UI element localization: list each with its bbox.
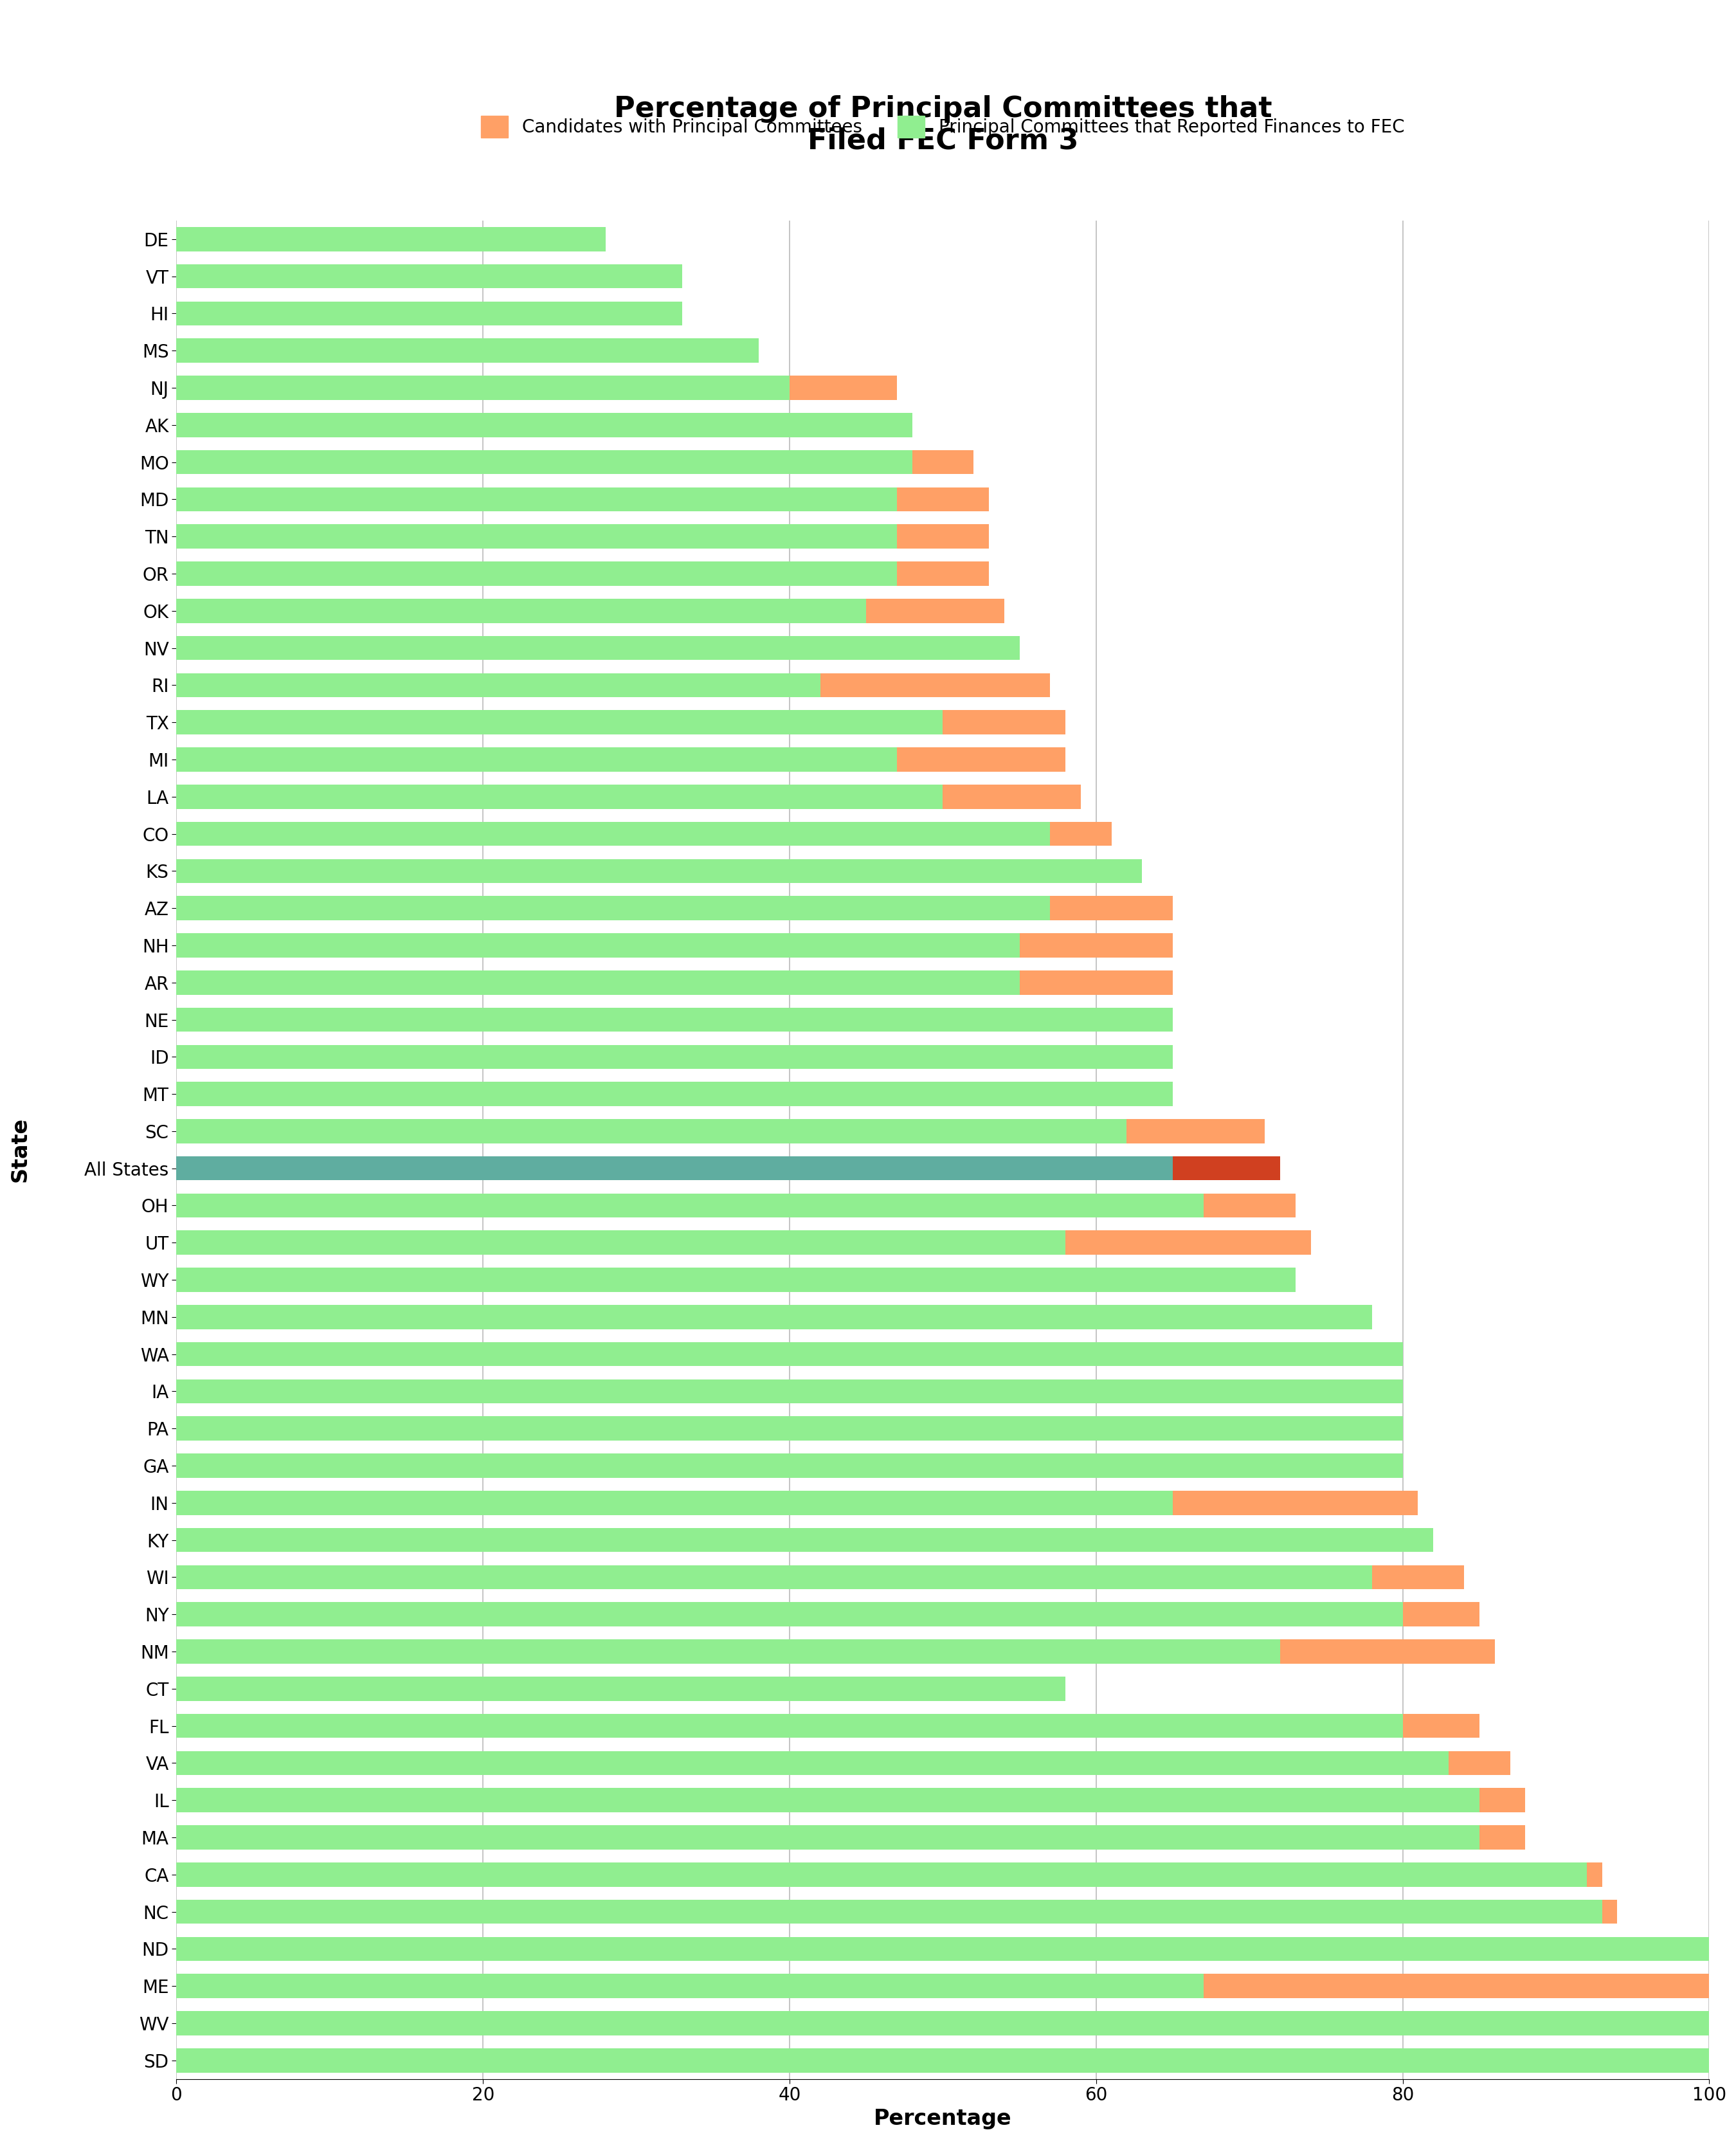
- Bar: [177, 413, 911, 436]
- Bar: [177, 2049, 1710, 2073]
- Bar: [177, 1082, 1174, 1106]
- Bar: [177, 1455, 1403, 1478]
- Bar: [177, 524, 898, 548]
- Bar: [1279, 1638, 1495, 1664]
- Bar: [1066, 1230, 1311, 1256]
- Bar: [911, 449, 974, 475]
- Bar: [1050, 821, 1111, 845]
- Bar: [177, 1416, 1403, 1440]
- Bar: [177, 2011, 1710, 2036]
- Bar: [177, 302, 682, 325]
- Bar: [177, 338, 759, 364]
- Bar: [1371, 1566, 1463, 1589]
- Bar: [177, 1936, 1710, 1961]
- Bar: [177, 1602, 1403, 1626]
- Bar: [177, 1044, 1174, 1070]
- Bar: [177, 1713, 1403, 1739]
- Bar: [177, 1230, 1066, 1256]
- Y-axis label: State: State: [10, 1117, 31, 1183]
- Bar: [898, 524, 990, 548]
- Bar: [177, 227, 606, 250]
- Bar: [1019, 971, 1174, 995]
- Title: Percentage of Principal Committees that
Filed FEC Form 3: Percentage of Principal Committees that …: [615, 96, 1272, 154]
- Bar: [177, 747, 898, 772]
- Bar: [177, 785, 943, 809]
- Bar: [1448, 1752, 1510, 1775]
- Legend: Candidates with Principal Committees, Principal Committees that Reported Finance: Candidates with Principal Committees, Pr…: [474, 109, 1411, 145]
- Bar: [177, 376, 790, 400]
- Bar: [177, 860, 1142, 883]
- Bar: [1174, 1157, 1279, 1181]
- Bar: [1403, 1713, 1479, 1739]
- Bar: [177, 563, 898, 586]
- Bar: [1203, 1974, 1710, 1998]
- Bar: [177, 933, 1019, 958]
- Bar: [1019, 933, 1174, 958]
- Bar: [1403, 1602, 1479, 1626]
- Bar: [177, 488, 898, 511]
- Bar: [177, 599, 866, 622]
- Bar: [177, 1899, 1602, 1923]
- Bar: [1479, 1788, 1526, 1812]
- Bar: [177, 821, 1050, 845]
- Bar: [177, 674, 819, 697]
- Bar: [177, 1825, 1479, 1850]
- Bar: [177, 1157, 1174, 1181]
- Bar: [177, 971, 1019, 995]
- Bar: [1127, 1119, 1266, 1142]
- Bar: [1479, 1825, 1526, 1850]
- Bar: [177, 1527, 1434, 1553]
- Bar: [177, 1341, 1403, 1367]
- Bar: [177, 1974, 1203, 1998]
- Bar: [177, 1752, 1448, 1775]
- Bar: [866, 599, 1003, 622]
- Bar: [177, 1491, 1174, 1514]
- Bar: [898, 747, 1066, 772]
- Bar: [177, 1380, 1403, 1403]
- Bar: [177, 449, 911, 475]
- Bar: [177, 1268, 1295, 1292]
- Bar: [943, 710, 1066, 734]
- Bar: [1174, 1491, 1418, 1514]
- Bar: [177, 1305, 1371, 1328]
- Bar: [177, 896, 1050, 920]
- Bar: [177, 265, 682, 289]
- Bar: [177, 1194, 1203, 1217]
- Bar: [1602, 1899, 1618, 1923]
- Bar: [790, 376, 898, 400]
- Bar: [177, 1788, 1479, 1812]
- Bar: [177, 710, 943, 734]
- Bar: [898, 563, 990, 586]
- Bar: [177, 1007, 1174, 1031]
- Bar: [177, 1863, 1587, 1887]
- Bar: [1203, 1194, 1295, 1217]
- Bar: [1587, 1863, 1602, 1887]
- Bar: [177, 635, 1019, 661]
- Bar: [943, 785, 1082, 809]
- X-axis label: Percentage: Percentage: [873, 2109, 1012, 2128]
- Bar: [177, 1566, 1371, 1589]
- Bar: [177, 1119, 1127, 1142]
- Bar: [819, 674, 1050, 697]
- Bar: [1050, 896, 1174, 920]
- Bar: [177, 1638, 1279, 1664]
- Bar: [177, 1677, 1066, 1701]
- Bar: [898, 488, 990, 511]
